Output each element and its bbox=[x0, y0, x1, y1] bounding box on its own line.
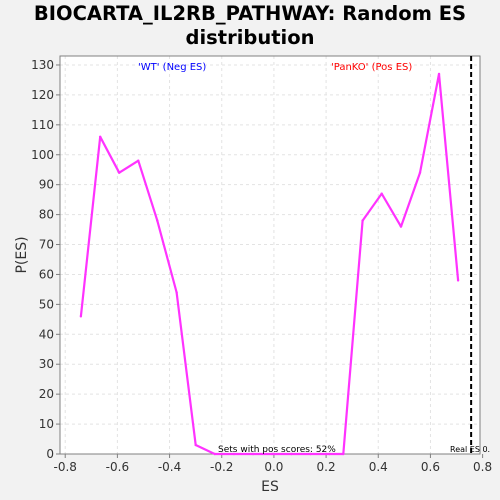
data-point bbox=[213, 452, 216, 456]
series-points bbox=[79, 72, 460, 456]
data-point bbox=[137, 159, 140, 162]
x-tick-label: -0.6 bbox=[106, 460, 129, 474]
data-point bbox=[270, 452, 274, 456]
x-tick-label: -0.8 bbox=[54, 460, 77, 474]
y-tick-label: 10 bbox=[39, 417, 54, 431]
y-tick-label: 60 bbox=[39, 267, 54, 281]
x-tick-label: -0.2 bbox=[210, 460, 233, 474]
pos-es-label: 'PanKO' (Pos ES) bbox=[331, 62, 412, 73]
x-tick-label: 0.8 bbox=[473, 460, 492, 474]
chart-title-line-1: BIOCARTA_IL2RB_PATHWAY: Random ES bbox=[33, 2, 467, 25]
data-point bbox=[232, 452, 236, 456]
y-tick-label: 90 bbox=[39, 178, 54, 192]
y-tick-label: 120 bbox=[31, 88, 54, 102]
data-point bbox=[175, 291, 178, 294]
data-point bbox=[118, 171, 121, 174]
y-tick-label: 100 bbox=[31, 148, 54, 162]
tick-labels: -0.8 -0.6 -0.4 -0.2 0.0 0.2 0.4 0.6 0.8 0 10 20 30 40… bbox=[31, 58, 492, 474]
data-point bbox=[79, 315, 83, 318]
x-tick-label: 0.0 bbox=[264, 460, 283, 474]
y-tick-label: 50 bbox=[39, 297, 54, 311]
neg-es-label: 'WT' (Neg ES) bbox=[138, 62, 206, 73]
y-tick-label: 130 bbox=[31, 58, 54, 72]
data-point bbox=[328, 452, 331, 456]
y-tick-label: 20 bbox=[39, 387, 54, 401]
data-point bbox=[380, 192, 383, 195]
data-point bbox=[194, 443, 197, 447]
data-point bbox=[156, 219, 159, 222]
real-es-label: Real ES 0. bbox=[450, 445, 490, 454]
plot-area bbox=[60, 56, 480, 454]
x-tick-label: 0.2 bbox=[317, 460, 336, 474]
data-point bbox=[456, 279, 460, 282]
pos-scores-note: Sets with pos scores: 52% bbox=[218, 445, 336, 455]
y-tick-label: 70 bbox=[39, 238, 54, 252]
chart-title: BIOCARTA_IL2RB_PATHWAY: Random ES distri… bbox=[0, 2, 500, 50]
data-point bbox=[251, 452, 255, 456]
y-tick-label: 110 bbox=[31, 118, 54, 132]
x-tick-label: -0.4 bbox=[158, 460, 181, 474]
y-tick-label: 40 bbox=[39, 327, 54, 341]
y-tick-label: 80 bbox=[39, 208, 54, 222]
data-point bbox=[399, 225, 403, 228]
data-point bbox=[309, 452, 312, 456]
x-axis-label: ES bbox=[261, 479, 279, 495]
x-tick-label: 0.4 bbox=[369, 460, 388, 474]
y-tick-label: 0 bbox=[46, 447, 54, 461]
data-point bbox=[290, 452, 293, 456]
data-point bbox=[98, 135, 102, 138]
y-tick-label: 30 bbox=[39, 357, 54, 371]
y-axis-label: P(ES) bbox=[14, 236, 30, 273]
data-point bbox=[418, 171, 422, 174]
chart-title-line-2: distribution bbox=[185, 26, 315, 49]
data-point bbox=[437, 72, 441, 76]
data-point bbox=[361, 219, 364, 222]
data-point bbox=[342, 452, 345, 456]
x-tick-label: 0.6 bbox=[421, 460, 440, 474]
